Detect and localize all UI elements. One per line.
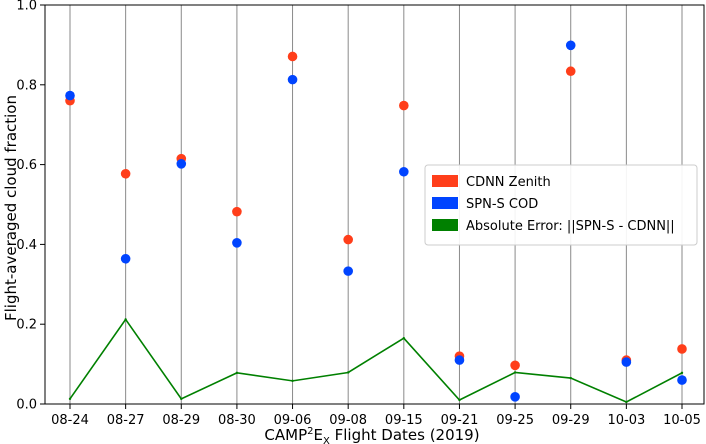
x-tick-label: 08-27 — [107, 413, 145, 428]
error-point — [180, 397, 183, 401]
x-axis-title-superscript: 2 — [307, 426, 313, 437]
spns-point — [565, 40, 576, 51]
cdnn-point — [120, 168, 131, 179]
legend-swatch-cdnn — [432, 175, 458, 187]
error-point — [680, 371, 684, 375]
x-axis-title-part: Flight Dates (2019) — [330, 426, 480, 444]
spns-point — [232, 238, 242, 248]
cdnn-point — [232, 206, 242, 217]
y-axis-title: Flight-averaged cloud fraction — [2, 95, 20, 321]
x-tick-label: 09-15 — [385, 413, 423, 428]
cdnn-point — [343, 234, 353, 245]
error-point — [458, 398, 461, 402]
x-axis-title-part: CAMP — [264, 426, 307, 444]
spns-point — [510, 392, 520, 402]
error-point — [235, 371, 239, 375]
legend-label-cdnn: CDNN Zenith — [466, 175, 551, 190]
x-tick-label: 09-21 — [441, 413, 479, 428]
x-tick-label: 08-30 — [218, 413, 256, 428]
error-point — [291, 379, 294, 383]
y-tick-label: 0.6 — [16, 158, 37, 173]
error-point — [625, 400, 628, 404]
y-axis: 0.0 0.2 0.4 0.6 0.8 1.0 — [16, 0, 45, 413]
x-tick-label: 09-06 — [274, 413, 312, 428]
y-tick-label: 0.2 — [16, 318, 37, 333]
spns-point — [287, 74, 298, 85]
spns-point — [65, 90, 75, 101]
spns-point — [677, 375, 687, 385]
cdnn-point — [565, 66, 576, 77]
series-layer — [65, 40, 687, 404]
legend-label-spns: SPN-S COD — [466, 197, 538, 212]
legend-frame — [424, 164, 698, 246]
legend-label-error: Absolute Error: ||SPN-S - CDNN|| — [466, 219, 675, 234]
x-tick-label: 09-08 — [329, 413, 367, 428]
spns-point — [621, 357, 632, 367]
x-axis: 08-24 08-27 08-29 08-30 09-06 09-08 09-15 09-21… — [51, 404, 701, 428]
x-axis-title-part: E — [314, 426, 323, 444]
error-point — [402, 336, 406, 340]
spns-point — [399, 166, 409, 177]
spns-point — [176, 159, 187, 169]
spns-point — [120, 253, 131, 264]
error-point — [124, 318, 127, 321]
y-tick-label: 0.0 — [16, 398, 37, 413]
x-tick-label: 08-29 — [162, 413, 200, 428]
error-point — [569, 376, 572, 380]
absolute-error-line — [69, 318, 683, 403]
x-tick-label: 09-29 — [552, 413, 590, 428]
cdnn-point — [510, 360, 520, 371]
y-tick-label: 0.8 — [16, 78, 37, 93]
x-tick-label: 09-25 — [496, 413, 534, 428]
x-axis-title-subscript: X — [323, 436, 330, 444]
x-tick-label: 10-05 — [663, 413, 701, 428]
legend-swatch-spns — [432, 197, 458, 209]
error-point — [68, 397, 72, 401]
x-tick-label: 08-24 — [51, 413, 89, 428]
spns-point — [454, 355, 465, 365]
x-axis-title: CAMP2EX Flight Dates (2019) — [264, 426, 479, 444]
y-tick-label: 0.4 — [16, 238, 37, 253]
error-point — [346, 371, 350, 374]
y-tick-label: 1.0 — [16, 0, 37, 14]
cdnn-point — [399, 100, 409, 111]
plot-frame — [44, 4, 705, 405]
error-point — [513, 371, 517, 374]
legend-swatch-error — [432, 219, 458, 231]
x-tick-label: 10-03 — [607, 413, 645, 428]
cdnn-point — [677, 344, 687, 354]
legend: CDNN Zenith SPN-S COD Absolute Error: ||… — [424, 164, 698, 246]
cdnn-point — [287, 51, 298, 62]
spns-point — [343, 266, 353, 276]
